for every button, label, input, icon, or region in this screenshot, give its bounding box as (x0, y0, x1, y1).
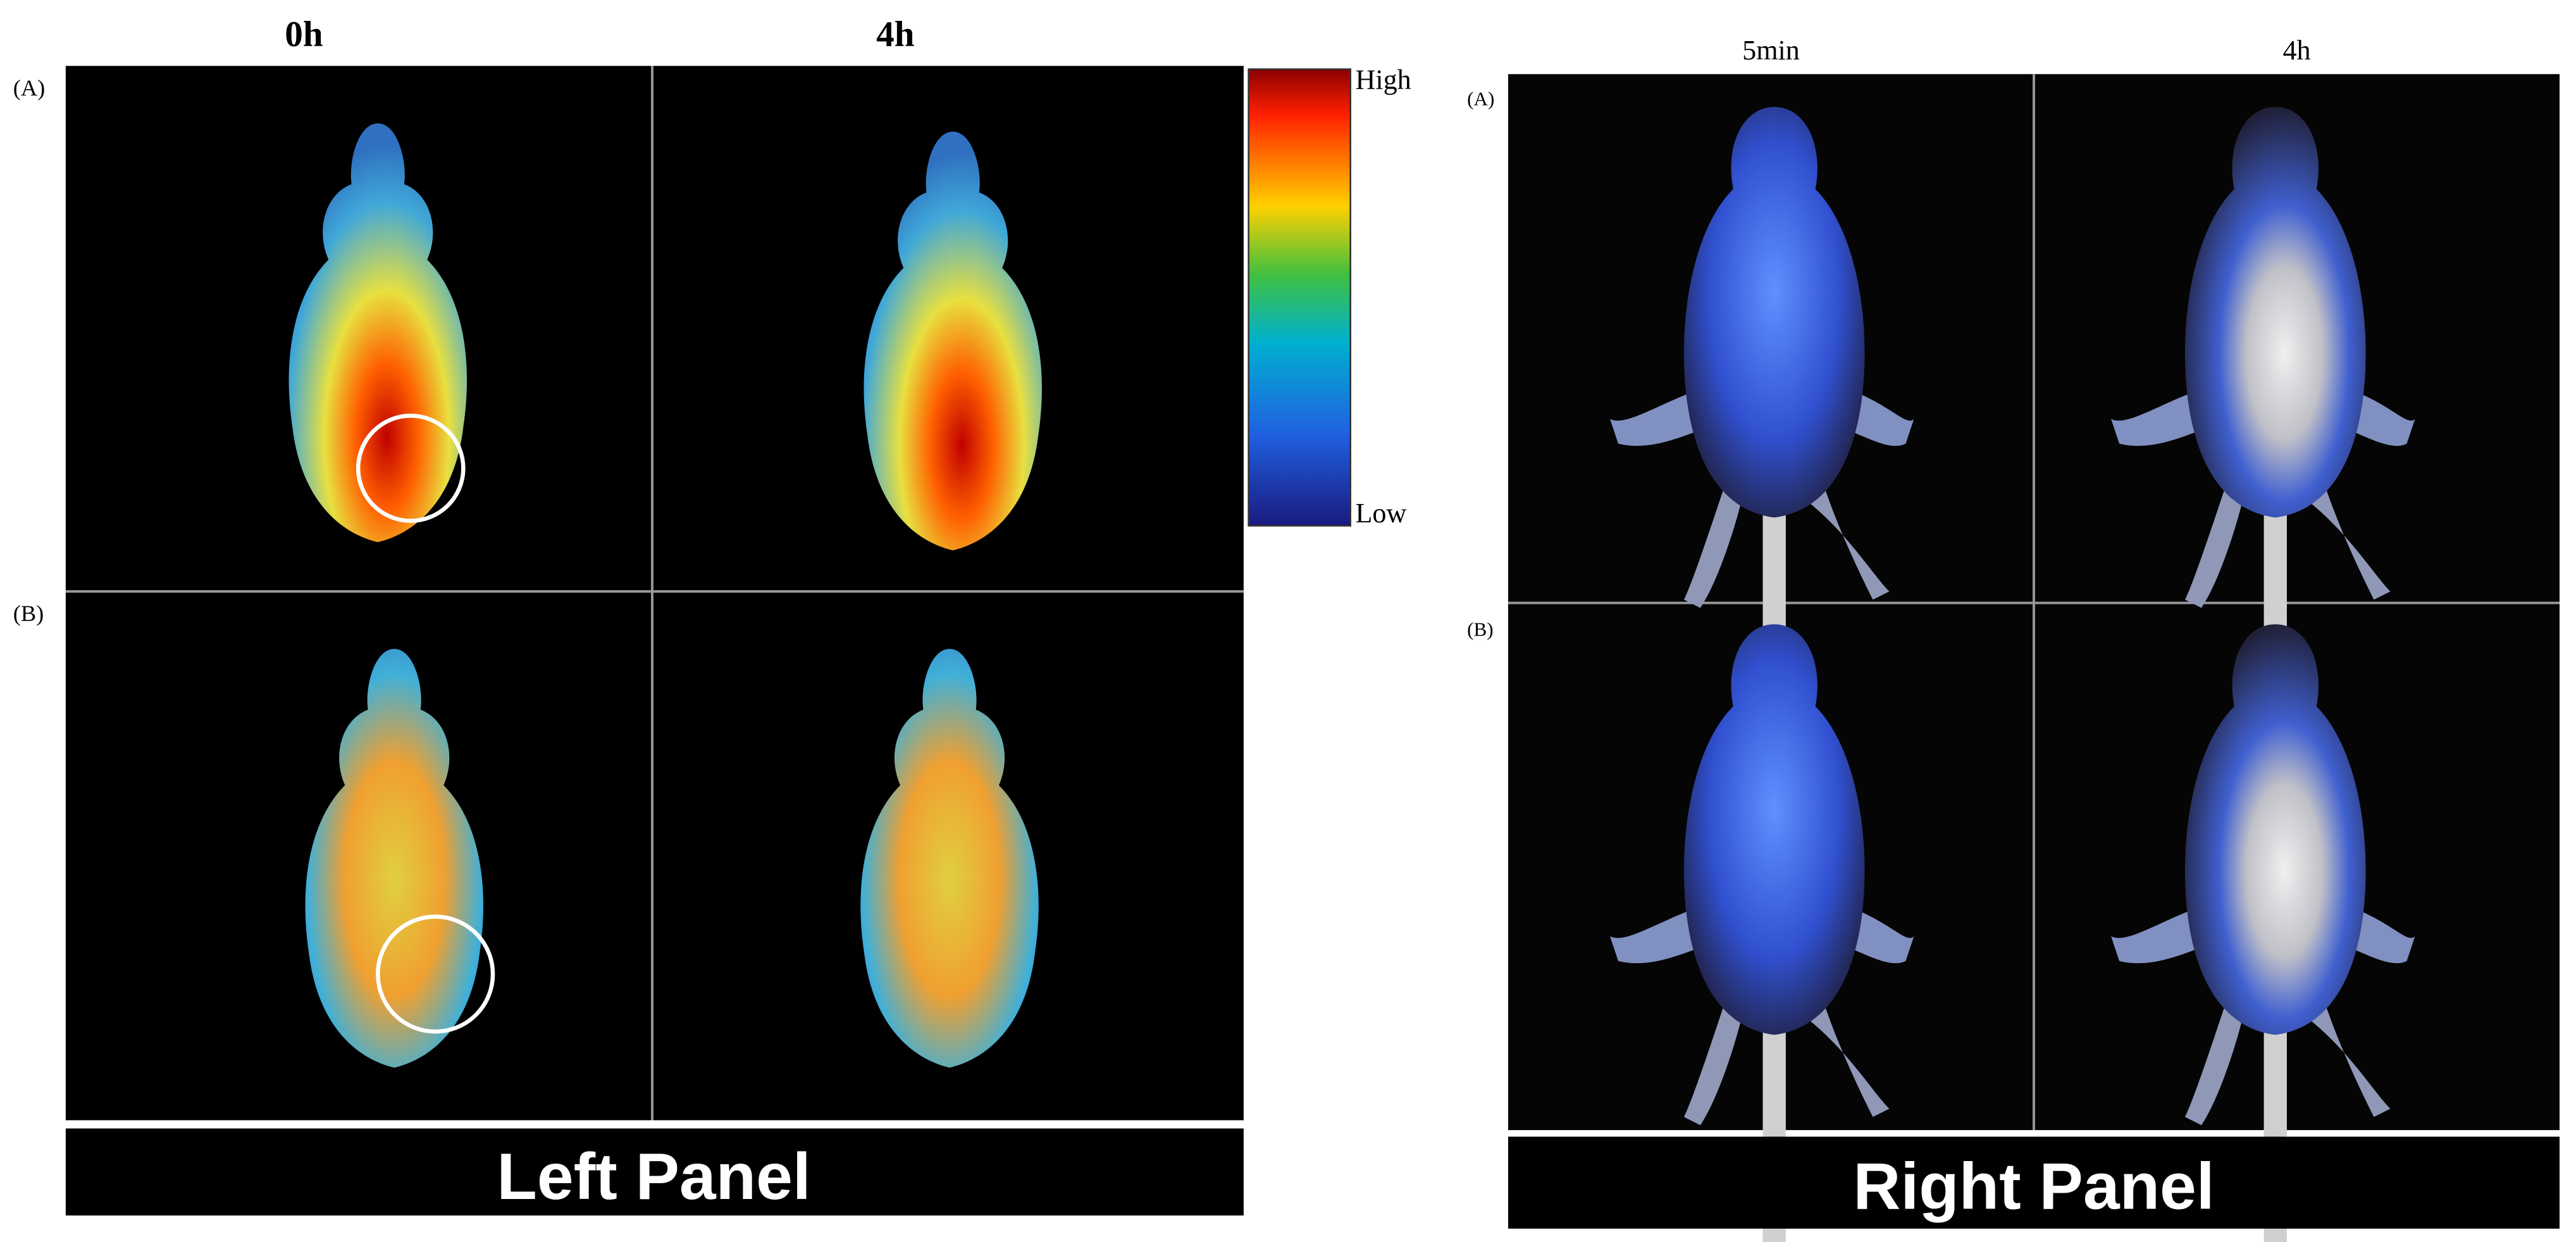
row-label: (A) (1467, 88, 1494, 110)
colorbar-high: High (1355, 65, 1411, 95)
row-label: (B) (13, 601, 44, 626)
colorbar (1248, 68, 1351, 527)
row-label: (B) (1467, 618, 1494, 640)
caption-bar (65, 1128, 1244, 1216)
colorbar-low: Low (1355, 498, 1406, 529)
caption-bar (1508, 1136, 2560, 1229)
column-label: 5min (1742, 35, 1800, 66)
column-label: 4h (2282, 35, 2310, 66)
row-label: (A) (13, 75, 45, 101)
thermal-mouse (288, 123, 1042, 1068)
caption: Right Panel (1853, 1150, 2214, 1224)
left-image-grid (65, 66, 1244, 1121)
column-label: 4h (876, 15, 914, 54)
column-label: 0h (285, 15, 323, 54)
caption: Left Panel (497, 1140, 810, 1214)
